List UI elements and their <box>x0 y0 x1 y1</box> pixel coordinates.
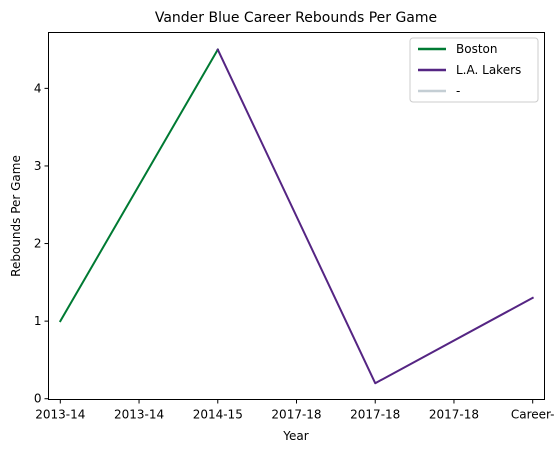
chart-title: Vander Blue Career Rebounds Per Game <box>155 10 437 26</box>
legend-box <box>409 37 539 103</box>
x-tick-label: 2017-18 <box>429 408 479 422</box>
y-tick-label: 1 <box>34 314 42 328</box>
y-tick-label: 2 <box>34 237 42 251</box>
y-axis: 0 1 2 3 4 <box>34 81 49 406</box>
x-tick-label: 2017-18 <box>350 408 400 422</box>
x-tick-label: 2017-18 <box>271 408 321 422</box>
y-tick-label: 0 <box>34 392 42 406</box>
x-tick-label: Career- <box>511 408 555 422</box>
series-line-boston <box>58 48 220 323</box>
y-tick-label: 4 <box>34 81 42 95</box>
legend-label: Boston <box>456 42 497 56</box>
x-axis-label: Year <box>282 429 308 443</box>
legend-label: L.A. Lakers <box>456 63 521 77</box>
x-axis: 2013-14 2013-14 2014-15 2017-18 2017-18 2017-… <box>35 399 555 422</box>
x-tick-label: 2013-14 <box>35 408 85 422</box>
x-tick-label: 2014-15 <box>193 408 243 422</box>
y-axis-label: Rebounds Per Game <box>9 155 23 277</box>
legend: Boston L.A. Lakers - <box>409 37 539 103</box>
series-layer <box>58 48 535 385</box>
x-tick-label: 2013-14 <box>114 408 164 422</box>
series-line-l-a-lakers <box>216 48 535 385</box>
legend-label: - <box>456 84 460 98</box>
y-tick-label: 3 <box>34 159 42 173</box>
